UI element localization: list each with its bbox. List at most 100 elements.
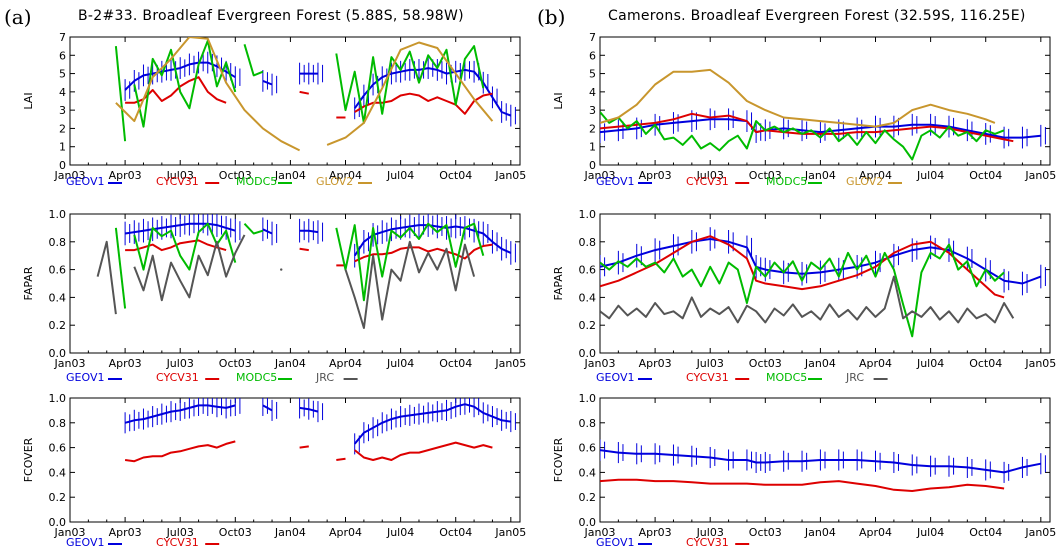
x-tick-label: Jul04 <box>386 357 414 370</box>
jrc-line <box>96 240 117 315</box>
subplot-b-fapar: 0.0 0.2 0.4 0.6 0.8 1.0 Jan03 Apr03 Jul03 Oct03 Ja… <box>552 208 1056 384</box>
cycv31-line <box>124 440 236 463</box>
modc5-line <box>600 111 1005 161</box>
x-tick-label: Jul03 <box>696 169 724 182</box>
glov2-line <box>115 37 301 152</box>
legend-jrc-label: JRC <box>315 371 334 384</box>
geov1-line <box>600 238 1042 285</box>
plots-layer: 0 1 2 3 4 5 6 7 Jan03 Apr03 Jul03 Oct03 Jan04 Apr04 Ju… <box>22 31 1056 549</box>
y-tick-label: 6 <box>589 49 596 62</box>
x-tick-label: Jan03 <box>584 357 616 370</box>
legend-cycv31-label: CYCV31 <box>686 175 729 188</box>
glov2-line <box>326 41 494 146</box>
legend-glov2-label: GLOV2 <box>846 175 883 188</box>
y-tick-label: 1.0 <box>49 392 67 405</box>
series-group <box>600 227 1046 338</box>
legend-geov1-label: GEOV1 <box>66 371 104 384</box>
modc5-line <box>114 227 127 309</box>
x-tick-label: Jul03 <box>696 357 724 370</box>
subplot-b-fcover: 0.0 0.2 0.4 0.6 0.8 1.0 Jan03 Apr03 Jul03 Oct03 Ja… <box>552 392 1056 549</box>
y-tick-label: 0.0 <box>49 516 67 529</box>
x-tick-label: Jul04 <box>916 169 944 182</box>
modc5-line <box>335 222 485 302</box>
modc5-line <box>243 44 264 77</box>
y-tick-label: 0.2 <box>579 491 597 504</box>
legend-modc5-label: MODC5 <box>236 175 277 188</box>
series-group <box>600 439 1046 492</box>
y-axis-label: FAPAR <box>552 266 565 300</box>
geov1-line <box>600 449 1041 474</box>
x-tick-label: Apr03 <box>639 357 672 370</box>
x-tick-label: Jul04 <box>916 526 944 539</box>
y-tick-label: 0.8 <box>49 236 67 249</box>
x-tick-label: Oct04 <box>439 357 472 370</box>
series-group <box>96 214 516 329</box>
x-tick-label: Apr04 <box>859 169 892 182</box>
y-tick-label: 0.4 <box>579 291 597 304</box>
cycv31-line <box>125 76 227 104</box>
plot-frame <box>69 397 521 523</box>
y-tick-label: 0.6 <box>579 264 597 277</box>
legend-jrc-label: JRC <box>845 371 864 384</box>
legend-geov1-label: GEOV1 <box>596 175 634 188</box>
y-axis-label: FCOVER <box>552 437 565 482</box>
x-tick-label: Jan03 <box>54 526 86 539</box>
modc5-line <box>133 39 237 128</box>
y-tick-label: 4 <box>59 86 66 99</box>
legend-cycv31-label: CYCV31 <box>156 536 199 549</box>
x-tick-label: Jan04 <box>804 357 836 370</box>
x-tick-label: Jan05 <box>1024 526 1056 539</box>
x-tick-label: Oct04 <box>969 169 1002 182</box>
y-tick-label: 0.4 <box>49 466 67 479</box>
x-tick-label: Jul04 <box>386 526 414 539</box>
panel-b-label: (b) <box>537 5 565 29</box>
legend-geov1-label: GEOV1 <box>66 536 104 549</box>
y-axis-label: LAI <box>552 92 565 109</box>
y-tick-label: 0 <box>59 159 66 172</box>
cycv31-line <box>354 92 493 115</box>
y-tick-label: 6 <box>59 49 66 62</box>
x-tick-label: Jan05 <box>494 357 526 370</box>
x-tick-label: Apr03 <box>109 526 142 539</box>
y-tick-label: 7 <box>59 31 66 44</box>
legend-geov1-label: GEOV1 <box>66 175 104 188</box>
y-tick-label: 0.4 <box>49 291 67 304</box>
y-tick-label: 0.6 <box>579 442 597 455</box>
panel-b-title: Camerons. Broadleaf Evergreen Forest (32… <box>608 8 1026 24</box>
x-tick-label: Jan04 <box>274 357 306 370</box>
x-tick-label: Apr03 <box>109 169 142 182</box>
jrc-point <box>280 268 283 271</box>
y-tick-label: 0.0 <box>579 347 597 360</box>
x-tick-label: Oct03 <box>219 526 252 539</box>
y-tick-label: 2 <box>589 122 596 135</box>
y-tick-label: 2 <box>59 122 66 135</box>
cycv31-line <box>299 247 309 252</box>
x-tick-label: Oct03 <box>749 357 782 370</box>
y-tick-label: 0.8 <box>579 417 597 430</box>
legend-cycv31-label: CYCV31 <box>156 175 199 188</box>
x-tick-label: Apr04 <box>329 357 362 370</box>
legend-glov2-label: GLOV2 <box>316 175 353 188</box>
x-tick-label: Jan03 <box>584 526 616 539</box>
jrc-line <box>133 234 246 302</box>
modc5-line <box>600 243 1005 338</box>
x-tick-label: Jan03 <box>54 357 86 370</box>
y-tick-label: 0.8 <box>579 236 597 249</box>
x-tick-label: Jan05 <box>494 526 526 539</box>
x-tick-label: Jan05 <box>1024 169 1056 182</box>
x-tick-label: Jul03 <box>696 526 724 539</box>
legend-geov1-label: GEOV1 <box>596 371 634 384</box>
y-tick-label: 3 <box>59 104 66 117</box>
modc5-line <box>243 223 264 235</box>
x-tick-label: Oct03 <box>219 357 252 370</box>
x-tick-label: Oct04 <box>969 526 1002 539</box>
cycv31-line <box>600 235 1005 299</box>
x-tick-label: Apr04 <box>859 357 892 370</box>
subplot-a-fapar: 0.0 0.2 0.4 0.6 0.8 1.0 Jan03 Apr03 Jul03 Oct03 Ja… <box>22 208 526 384</box>
legend-modc5-label: MODC5 <box>766 175 807 188</box>
y-tick-label: 4 <box>589 86 596 99</box>
x-tick-label: Jul03 <box>166 357 194 370</box>
y-tick-label: 0.8 <box>49 417 67 430</box>
plot-frame <box>69 36 521 166</box>
